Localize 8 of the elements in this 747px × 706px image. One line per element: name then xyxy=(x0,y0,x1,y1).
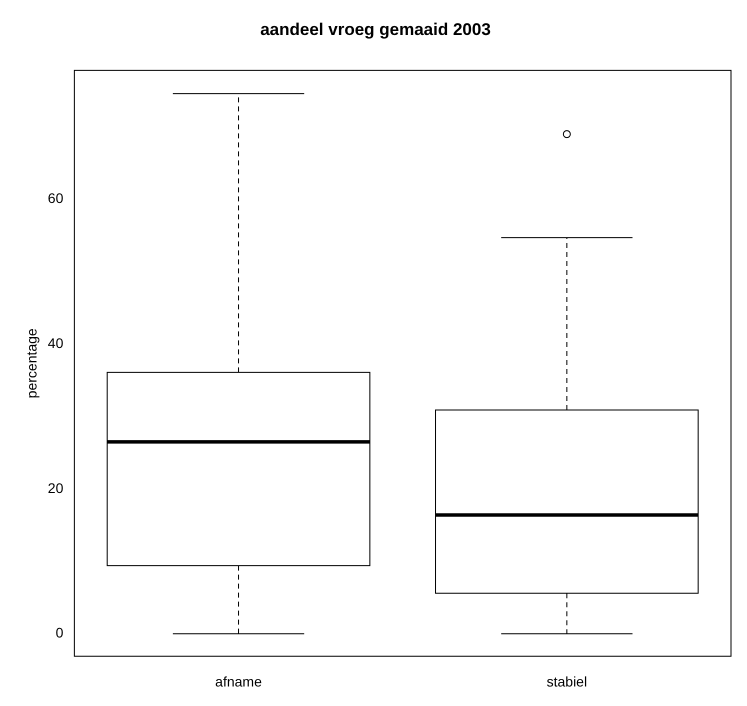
y-tick-label: 20 xyxy=(48,480,64,496)
y-tick-label: 60 xyxy=(48,190,64,206)
y-axis-title: percentage xyxy=(23,328,40,398)
y-tick-label: 0 xyxy=(56,624,64,641)
x-tick-label: afname xyxy=(215,673,262,690)
chart-title: aandeel vroeg gemaaid 2003 xyxy=(260,20,491,39)
y-tick-label: 40 xyxy=(48,334,64,351)
x-tick-label: stabiel xyxy=(546,673,588,690)
